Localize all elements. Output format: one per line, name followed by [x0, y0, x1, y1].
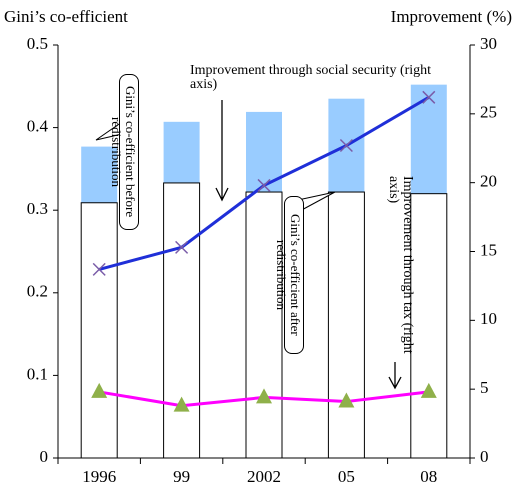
marker — [420, 382, 437, 398]
y-tick-label: 0 — [40, 447, 49, 466]
y2-tick-label: 10 — [480, 309, 497, 328]
y2-tick-label: 15 — [480, 240, 497, 259]
x-tick-label: 08 — [420, 467, 437, 486]
marker — [422, 90, 436, 104]
callout-social: Improvement through social security (rig… — [190, 63, 432, 92]
marker — [338, 392, 355, 408]
marker — [256, 388, 272, 404]
marker — [339, 138, 353, 153]
bar — [410, 193, 448, 459]
y-tick-label: 0.2 — [27, 282, 48, 301]
bar — [245, 191, 283, 459]
arrow — [388, 362, 402, 390]
callout-pointer — [297, 191, 336, 213]
y-axis-title: Gini’s co-efficient — [4, 7, 128, 26]
marker — [175, 240, 189, 254]
bar — [163, 182, 201, 459]
arrow — [215, 100, 229, 202]
callout-tax: Improvement through tax (right axis) — [386, 176, 415, 354]
y-tick-label: 0.4 — [27, 117, 49, 136]
y-tick-label: 0.1 — [27, 364, 48, 383]
y2-tick-label: 20 — [480, 172, 497, 191]
y2-tick-label: 25 — [480, 103, 497, 122]
callout-pointer — [95, 121, 123, 141]
x-tick-label: 2002 — [247, 467, 281, 486]
marker — [257, 178, 271, 192]
marker — [92, 262, 106, 276]
y-tick-label: 0.3 — [27, 199, 48, 218]
y-tick-label: 0.5 — [27, 34, 48, 53]
bar — [327, 191, 365, 459]
callout-after: Gini’s co-efficient after redistribution — [274, 196, 304, 354]
callout-before: Gini’s co-efficient before redistributio… — [109, 74, 139, 230]
bar — [80, 202, 118, 459]
x-tick-label: 1996 — [82, 467, 116, 486]
y2-tick-label: 0 — [480, 447, 489, 466]
y2-tick-label: 30 — [480, 34, 497, 53]
x-tick-label: 99 — [173, 467, 190, 486]
y2-tick-label: 5 — [480, 378, 489, 397]
y2-axis-title: Improvement (%) — [391, 7, 512, 26]
marker — [91, 382, 108, 398]
x-tick-label: 05 — [338, 467, 355, 486]
marker — [173, 396, 190, 412]
